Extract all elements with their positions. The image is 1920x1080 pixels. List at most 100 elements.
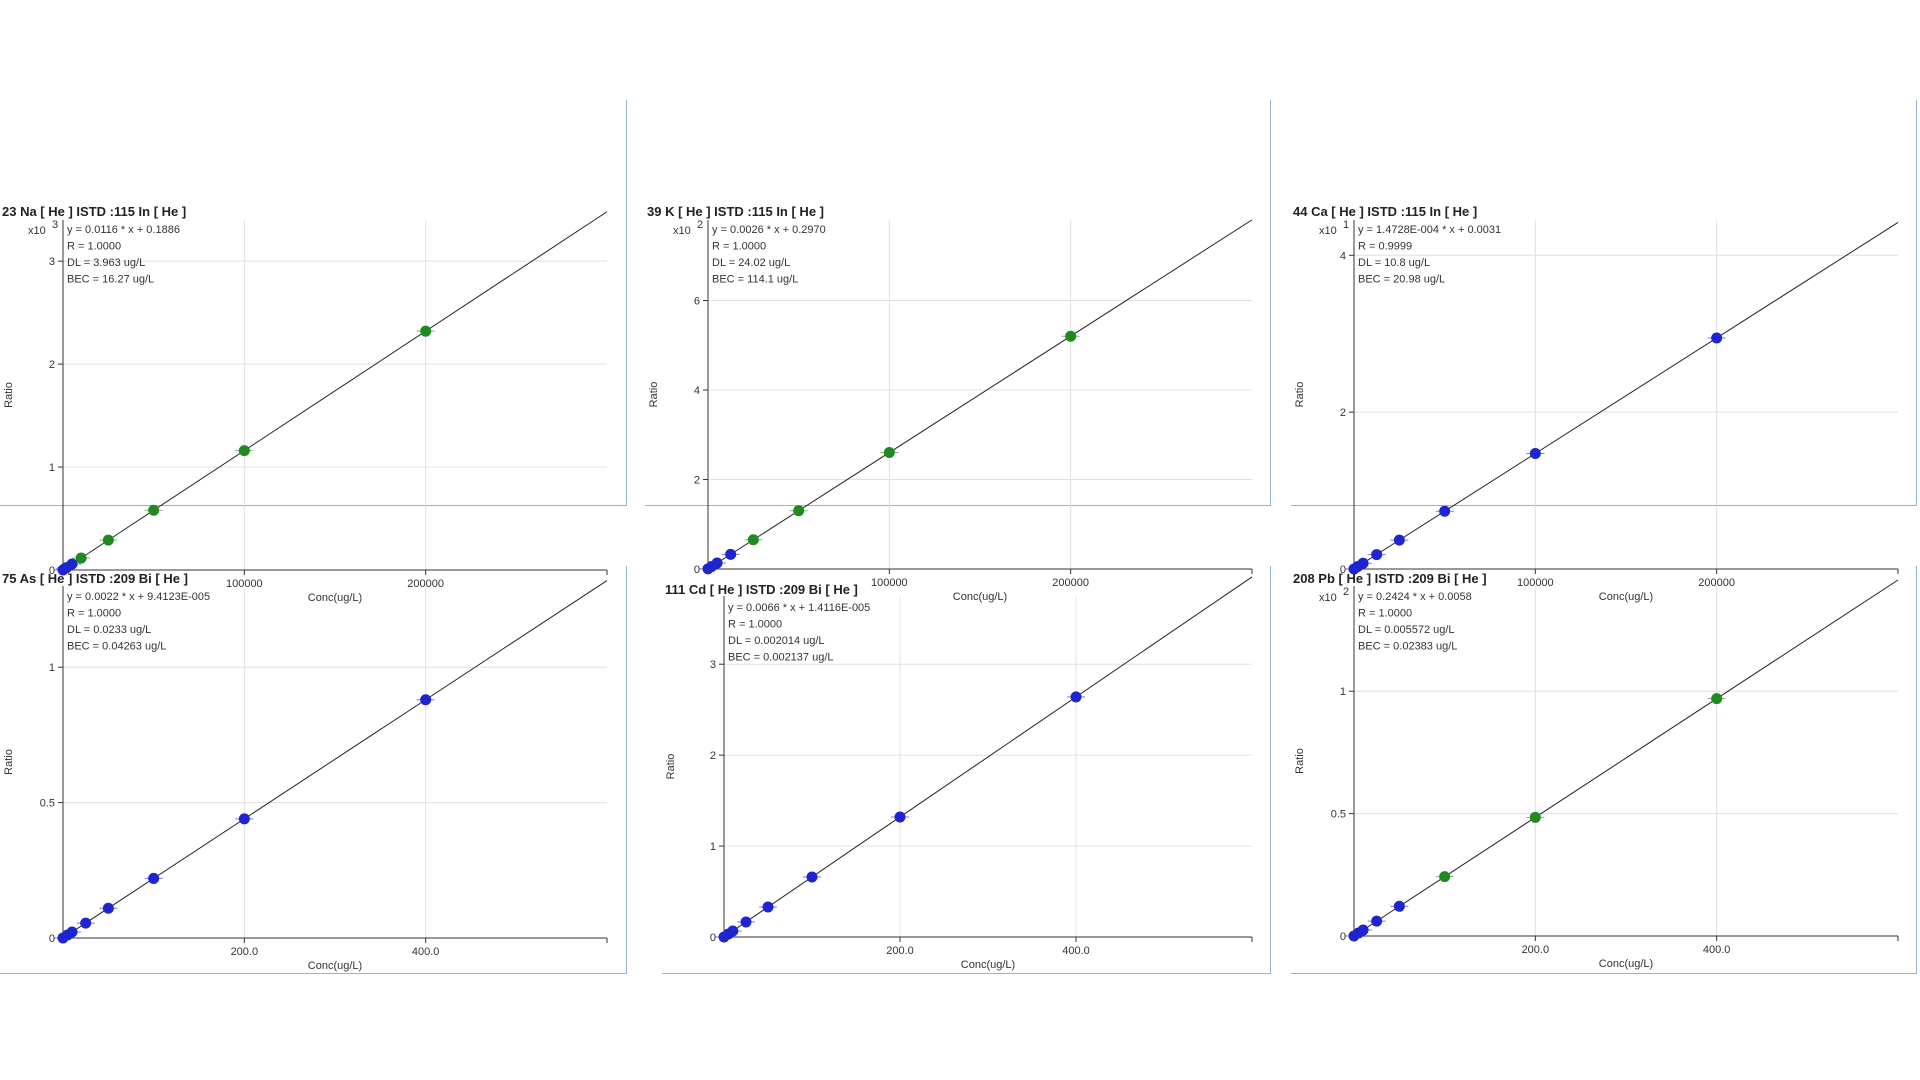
point-marker	[1357, 557, 1369, 569]
calibration-point	[1061, 330, 1080, 342]
fit-statistic: DL = 0.0233 ug/L	[67, 624, 151, 636]
fit-statistic: DL = 24.02 ug/L	[712, 257, 790, 269]
y-tick-label: 0.5	[1331, 809, 1346, 821]
point-marker	[148, 872, 160, 884]
y-tick-label: 0	[694, 564, 700, 576]
calibration-point	[737, 916, 755, 928]
chart-title: 44 Ca [ He ] ISTD :115 In [ He ]	[1293, 204, 1477, 219]
fit-statistic: DL = 0.005572 ug/L	[1358, 624, 1455, 636]
fit-statistic: y = 0.0022 * x + 9.4123E-005	[67, 591, 210, 603]
fit-statistic: R = 0.9999	[1358, 241, 1412, 253]
calibration-fit-line	[707, 219, 1253, 570]
chart-panel-pb: 200.0 400.0 0 0.5 1 208 Pb [ He ] ISTD :209 B…	[1291, 566, 1917, 974]
calibration-plot-k: 100000 200000 0 2 4 6 39 K [ He ] ISTD :115 In…	[647, 204, 1253, 603]
calibration-point	[144, 504, 163, 516]
x-tick-label: 100000	[1517, 577, 1554, 589]
point-marker	[1070, 691, 1082, 703]
x-tick-label: 400.0	[1703, 944, 1731, 956]
calibration-point	[803, 871, 821, 883]
point-marker	[747, 534, 759, 546]
y-tick-label: 0	[1340, 931, 1346, 943]
y-tick-label: 0	[49, 933, 55, 945]
chart-panel-na: 100000 200000 0 1 2 3 23 Na [ He ] ISTD :115 I…	[0, 100, 627, 604]
fit-statistic: R = 1.0000	[1358, 608, 1412, 620]
calibration-point	[235, 445, 254, 457]
fit-statistic: y = 0.0066 * x + 1.4116E-005	[728, 602, 870, 614]
y-tick-label: 0.5	[40, 798, 55, 810]
point-marker	[806, 871, 818, 883]
x-tick-label: 200000	[1052, 577, 1089, 589]
fit-statistic: R = 1.0000	[728, 619, 782, 631]
calibration-plot-cd: 200.0 400.0 0 1 2 3 111 Cd [ He ] ISTD :209 Bi…	[665, 576, 1253, 971]
point-marker	[725, 548, 737, 560]
point-marker	[75, 552, 87, 564]
calibration-point	[99, 902, 118, 914]
calibration-point	[880, 447, 899, 459]
y-multiplier: x10	[28, 225, 46, 237]
point-marker	[740, 916, 752, 928]
point-marker	[711, 557, 723, 569]
point-marker	[148, 504, 160, 516]
point-marker	[1065, 330, 1077, 342]
point-marker	[894, 811, 906, 823]
fit-statistic: BEC = 16.27 ug/L	[67, 274, 154, 286]
point-marker	[1711, 693, 1723, 705]
calibration-point	[99, 534, 118, 546]
y-tick-label: 2	[710, 750, 716, 762]
x-tick-label: 200000	[407, 578, 444, 590]
calibration-point	[723, 925, 742, 937]
y-tick-label: 1	[49, 462, 55, 474]
point-marker	[238, 813, 250, 825]
calibration-point	[76, 917, 95, 929]
calibration-point	[744, 534, 763, 546]
calibration-plot-ca: 100000 200000 0 2 4 44 Ca [ He ] ISTD :115 In…	[1293, 204, 1899, 603]
calibration-point	[891, 811, 909, 823]
fit-statistic: BEC = 20.98 ug/L	[1358, 274, 1445, 286]
chart-title: 208 Pb [ He ] ISTD :209 Bi [ He ]	[1293, 571, 1487, 586]
y-axis-label: Ratio	[1294, 748, 1306, 774]
calibration-point	[789, 505, 808, 517]
y-multiplier: x10	[1319, 225, 1337, 237]
chart-panel-as: 200.0 400.0 0 0.5 1 75 As [ He ] ISTD :209 Bi…	[0, 566, 627, 974]
y-multiplier-exponent: 1	[1343, 219, 1349, 231]
calibration-point	[1526, 447, 1545, 459]
x-axis-label: Conc(ug/L)	[308, 592, 362, 604]
point-marker	[66, 926, 78, 938]
calibration-point	[1367, 915, 1386, 927]
fit-statistic: BEC = 114.1 ug/L	[712, 274, 798, 286]
calibration-point	[63, 558, 82, 570]
y-tick-label: 2	[1340, 407, 1346, 419]
x-tick-label: 400.0	[412, 946, 440, 958]
point-marker	[727, 925, 739, 937]
calibration-point	[416, 325, 435, 337]
fit-statistic: DL = 0.002014 ug/L	[728, 635, 825, 647]
x-axis-label: Conc(ug/L)	[1599, 591, 1653, 603]
point-marker	[1371, 915, 1383, 927]
point-marker	[1393, 900, 1405, 912]
fit-statistic: y = 1.4728E-004 * x + 0.0031	[1358, 224, 1501, 236]
y-tick-label: 4	[1340, 250, 1346, 262]
fit-statistic: BEC = 0.04263 ug/L	[67, 641, 166, 653]
y-multiplier: x10	[1319, 592, 1337, 604]
calibration-fit-line	[723, 576, 1253, 938]
calibration-point	[1390, 900, 1409, 912]
point-marker	[102, 902, 114, 914]
chart-title: 75 As [ He ] ISTD :209 Bi [ He ]	[2, 571, 188, 586]
point-marker	[793, 505, 805, 517]
calibration-point	[1367, 549, 1386, 561]
point-marker	[762, 901, 774, 913]
x-axis-label: Conc(ug/L)	[1599, 958, 1653, 970]
fit-statistic: BEC = 0.02383 ug/L	[1358, 641, 1457, 653]
x-axis-label: Conc(ug/L)	[961, 959, 1015, 971]
chart-panel-k: 100000 200000 0 2 4 6 39 K [ He ] ISTD :115 In…	[645, 100, 1271, 603]
x-tick-label: 200.0	[231, 946, 259, 958]
fit-statistic: y = 0.2424 * x + 0.0058	[1358, 591, 1472, 603]
fit-statistic: DL = 10.8 ug/L	[1358, 257, 1430, 269]
calibration-point	[1435, 871, 1454, 883]
y-tick-label: 3	[49, 256, 55, 268]
y-axis-label: Ratio	[1294, 382, 1306, 408]
calibration-point	[759, 901, 777, 913]
y-tick-label: 0	[710, 932, 716, 944]
calibration-point	[1707, 332, 1726, 344]
